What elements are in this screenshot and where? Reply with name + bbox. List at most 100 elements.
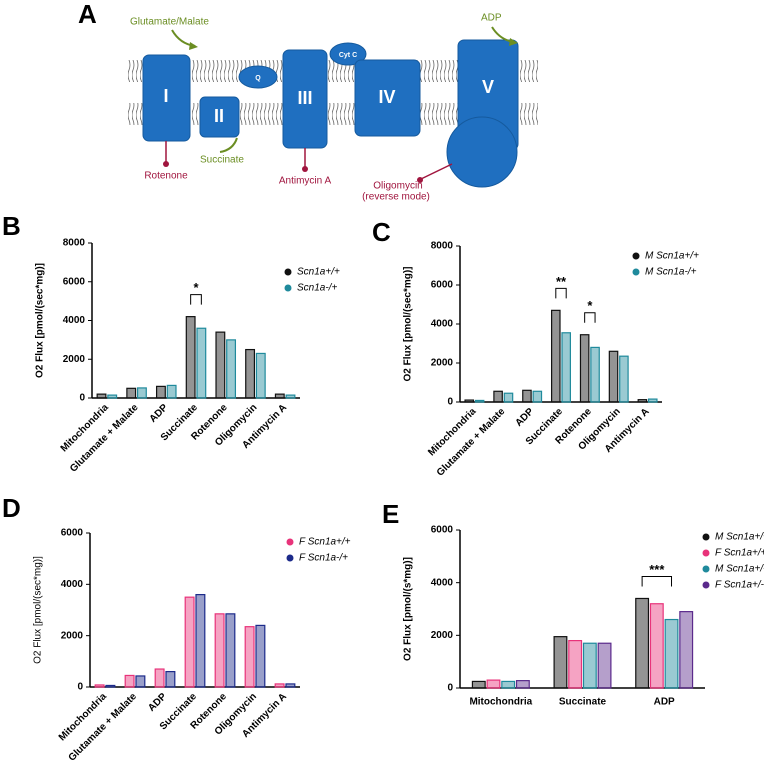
y-tick-label: 0 (79, 393, 85, 404)
significance-label: *** (649, 562, 665, 577)
arrow (219, 137, 238, 153)
complex-label: IV (378, 87, 395, 107)
bar (107, 394, 118, 399)
bar (245, 348, 256, 399)
bar (126, 387, 137, 399)
inhibitor-label: (reverse mode) (362, 192, 430, 203)
y-tick-label: 0 (447, 397, 453, 408)
inhibitor-dot (163, 161, 169, 167)
bar (185, 316, 196, 399)
y-tick-label: 4000 (431, 577, 454, 588)
bar (608, 350, 619, 403)
chart: E O2 Flux [pmol/(s*mg)] 0 2000 4000 6000 Mitoc… (382, 499, 764, 708)
legend-label: M Scn1a+/- (715, 564, 764, 575)
legend-marker (702, 533, 710, 541)
legend-label: Scn1a-/+ (297, 283, 337, 294)
y-tick-label: 4000 (63, 315, 86, 326)
y-tick-label: 6000 (431, 525, 454, 536)
legend-label: F Scn1a+/+ (715, 548, 764, 559)
bar (532, 390, 543, 403)
arrow-head (509, 38, 518, 46)
bar (486, 679, 501, 689)
bar (619, 355, 629, 403)
bar (501, 680, 516, 689)
bar (597, 642, 612, 689)
legend-marker (702, 581, 710, 589)
carrier (238, 65, 278, 89)
inhibitor-label: Rotenone (144, 171, 188, 182)
y-tick-label: 8000 (63, 238, 86, 249)
y-tick-label: 2000 (63, 354, 86, 365)
inhibitor-dot (302, 166, 308, 172)
x-tick-label: Mitochondria (469, 697, 532, 708)
arrow-head (189, 42, 198, 50)
bar (635, 597, 650, 689)
bar (551, 309, 561, 403)
bar (522, 389, 532, 403)
carrier-label: Q (255, 75, 261, 82)
complex-label: II (214, 106, 224, 126)
chart: DO2 Flux [pmol/(sec*mg)]0200040006000Mit… (2, 493, 351, 764)
bar (553, 636, 568, 689)
y-axis-label: O2 Flux [pmol/(sec*mg)] (403, 266, 414, 381)
bar (96, 393, 107, 399)
inhibitor-line (420, 163, 453, 180)
inhibitor-label: Oligomycin (373, 181, 422, 192)
y-tick-label: 2000 (61, 630, 84, 641)
panel-label: B (2, 211, 21, 241)
bar (649, 603, 664, 689)
inhibitor-dot (417, 177, 423, 183)
bar (274, 683, 285, 688)
bar (215, 331, 226, 399)
bar (154, 668, 165, 688)
bar (274, 393, 285, 399)
bar (471, 680, 486, 689)
bar (184, 596, 195, 688)
x-tick-label: ADP (654, 697, 675, 708)
bar (166, 384, 177, 399)
bar (94, 684, 105, 688)
legend-marker (632, 252, 640, 260)
complex-label: V (482, 77, 494, 97)
bar (196, 327, 207, 399)
bar (135, 675, 146, 688)
significance-label: ** (556, 274, 567, 289)
bar (561, 332, 571, 403)
bar (493, 390, 503, 403)
y-tick-label: 2000 (431, 630, 454, 641)
inhibitor-label: Antimycin A (279, 176, 332, 187)
bar (244, 626, 255, 688)
complex (354, 59, 421, 137)
carrier (329, 42, 367, 66)
complex-head (446, 116, 518, 188)
bar (255, 624, 266, 688)
bar (155, 385, 166, 399)
carrier-label: Cyt C (339, 52, 357, 59)
bar (464, 399, 475, 403)
legend-marker (284, 268, 292, 276)
y-axis-label: O2 Flux [pmol/(sec*mg)] (35, 263, 46, 378)
bar (515, 680, 530, 689)
membrane (128, 60, 538, 82)
panel-a: A I II III IV V Q Cyt C Glutamate/Malate… (78, 0, 538, 203)
y-tick-label: 6000 (61, 528, 84, 539)
bar (136, 387, 147, 399)
bar (474, 399, 485, 403)
substrate-label: ADP (481, 13, 502, 24)
x-tick-label: Succinate (559, 697, 607, 708)
chart: C O2 Flux [pmol/(sec*mg)] 0 2000 4000 6000 800… (372, 217, 699, 479)
legend-label: M Scn1a+/+ (715, 532, 764, 543)
legend-marker (702, 565, 710, 573)
significance-bracket (555, 287, 567, 299)
bar (285, 683, 296, 688)
bar (214, 613, 225, 688)
panel-label: C (372, 217, 391, 247)
bar (579, 334, 590, 403)
significance-bracket (641, 575, 673, 587)
complex-label: III (297, 88, 312, 108)
y-tick-label: 6000 (63, 276, 86, 287)
y-tick-label: 0 (77, 682, 83, 693)
chart: B O2 Flux [pmol/(sec*mg)] 0 2000 4000 6000 800… (2, 211, 340, 475)
bar (582, 642, 597, 689)
substrate-label: Succinate (200, 155, 244, 166)
